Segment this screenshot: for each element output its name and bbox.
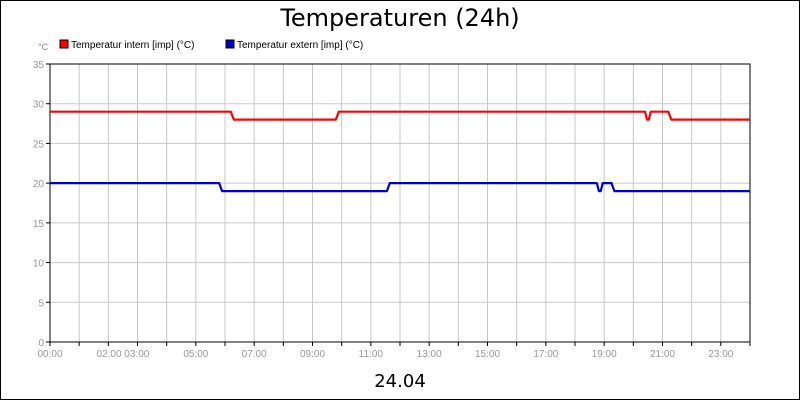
x-tick-label: 21:00 — [650, 349, 675, 360]
legend-item-intern: Temperatur intern [imp] (°C) — [59, 39, 194, 51]
date-label: 24.04 — [374, 371, 426, 392]
y-tick-label: 10 — [33, 259, 45, 270]
x-tick-label: 23:00 — [708, 349, 733, 360]
y-tick-label: 5 — [38, 298, 44, 309]
x-tick-label: 13:00 — [417, 349, 442, 360]
chart-title: Temperaturen (24h) — [279, 4, 519, 32]
legend-label-intern: Temperatur intern [imp] (°C) — [71, 40, 194, 51]
y-tick-label: 15 — [33, 219, 45, 230]
x-tick-label: 11:00 — [359, 349, 384, 360]
x-tick-label: 19:00 — [592, 349, 617, 360]
y-tick-label: 35 — [33, 60, 45, 71]
y-tick-label: 25 — [33, 139, 45, 150]
y-axis: 0 5 10 15 20 25 30 35 — [33, 60, 50, 349]
x-tick-label: 07:00 — [242, 349, 267, 360]
y-tick-label: 30 — [33, 100, 45, 111]
x-tick-label: 09:00 — [300, 349, 325, 360]
x-tick-label: 17:00 — [533, 349, 558, 360]
grid — [50, 64, 750, 342]
plot-area — [49, 63, 751, 343]
legend-swatch-extern — [225, 39, 235, 49]
y-tick-label: 20 — [33, 179, 45, 190]
y-axis-unit: °C — [38, 42, 49, 52]
legend-swatch-intern — [59, 39, 69, 49]
legend: Temperatur intern [imp] (°C) Temperatur … — [59, 39, 363, 51]
x-tick-label: 05:00 — [183, 349, 208, 360]
y-tick-label: 0 — [38, 338, 44, 349]
x-tick-label: 15:00 — [475, 349, 500, 360]
series-lines — [50, 110, 750, 193]
x-tick-label: 00:00 — [37, 349, 62, 360]
x-tick-label: 02:00 03:00 — [97, 349, 150, 360]
x-axis: 00:00 02:00 03:00 05:00 07:00 09:00 11:00 13:0… — [37, 342, 751, 360]
legend-item-extern: Temperatur extern [imp] (°C) — [225, 39, 363, 51]
series-line-extern — [50, 182, 750, 193]
legend-label-extern: Temperatur extern [imp] (°C) — [237, 40, 363, 51]
series-line-intern — [50, 110, 750, 121]
